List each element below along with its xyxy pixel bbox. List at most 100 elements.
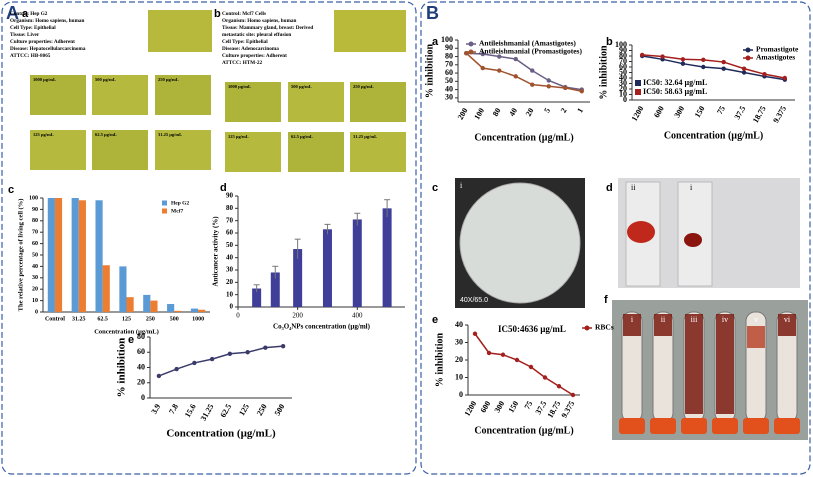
point [497, 68, 502, 73]
y-tick-label: 0 [623, 95, 627, 104]
legend-marker [468, 41, 474, 47]
legend-marker [745, 55, 751, 61]
x-axis-label: Concentration (µg/mL) [664, 130, 763, 141]
y-tick-label: 40 [32, 264, 38, 270]
y-tick-label: 60 [32, 241, 38, 247]
point [570, 392, 576, 398]
y-tick-label: 20 [226, 278, 234, 286]
legend-marker [745, 47, 751, 53]
point [762, 71, 767, 77]
info-line: Culture properties: Adherent [10, 39, 75, 45]
legend-label: Promastigote [756, 45, 799, 54]
x-tick-label: 18.75 [546, 399, 563, 419]
info-line: Culture properties: Adherent [222, 53, 287, 59]
well-image [225, 132, 281, 172]
bar [252, 288, 262, 307]
point [660, 54, 665, 59]
point [472, 331, 478, 336]
y-tick-label: 0 [459, 390, 463, 399]
legend-label: Hep G2 [171, 200, 189, 206]
x-tick-label: 75 [715, 104, 727, 115]
well-label: 500 µg/mL [95, 77, 116, 82]
well-label: 62.5 µg/mL [291, 134, 313, 139]
tube-label: iii [691, 315, 698, 324]
point [680, 57, 686, 62]
bar [293, 249, 303, 307]
bar [322, 229, 332, 307]
info-line: Organism: Homo sapiens, human [222, 18, 296, 24]
y-tick-label: 100 [441, 35, 453, 44]
well-image [92, 75, 148, 115]
point [528, 364, 534, 370]
point [480, 51, 485, 57]
y-tick-label: 80 [32, 218, 38, 224]
y-tick-label: 90 [445, 43, 453, 52]
bar [143, 294, 151, 312]
x-tick-label: 150 [693, 104, 707, 119]
point [680, 61, 686, 66]
y-axis-label: Anticancer activity (%) [212, 216, 220, 287]
point [639, 52, 645, 58]
y-tick-label: 70 [445, 60, 453, 69]
info-line: Control: Hep G2 [10, 11, 48, 17]
tube-label: ii [661, 315, 666, 324]
x-tick-label: 9.375 [560, 399, 577, 419]
point [530, 82, 535, 87]
tube-cap [681, 418, 707, 434]
x-tick-label: 62.5 [97, 316, 108, 322]
x-tick-label: 500 [170, 316, 179, 322]
point [546, 78, 551, 83]
blood-drop [684, 233, 702, 247]
y-tick-label: 60 [445, 68, 453, 77]
x-tick-label: 200 [292, 312, 303, 320]
x-tick-label: 125 [237, 402, 251, 417]
x-tick-label: 1 [575, 106, 585, 114]
well-label: 125 µg/mL [228, 134, 249, 139]
well-label: 62.5 µg/mL [95, 132, 117, 137]
well-label: 250 µg/mL [353, 84, 374, 89]
line [642, 54, 785, 79]
point [741, 66, 747, 71]
tube-label: i [631, 315, 634, 324]
x-tick-label: 600 [652, 104, 666, 119]
panel-letter: d [220, 182, 227, 194]
line [474, 333, 574, 396]
bar [54, 198, 63, 312]
y-tick-label: 60 [226, 229, 234, 237]
tube-cap [712, 418, 738, 434]
bar [270, 272, 280, 307]
y-tick-label: 30 [32, 275, 38, 281]
point [280, 343, 286, 349]
well-image [155, 130, 211, 170]
x-tick-label: 1200 [463, 399, 479, 417]
x-tick-label: 5 [542, 106, 552, 114]
y-tick-label: 80 [226, 204, 234, 212]
well-image [288, 82, 344, 122]
line [465, 52, 582, 92]
well-image [225, 82, 281, 122]
panel-letter: a [432, 36, 439, 48]
tube-label: v [754, 315, 758, 324]
well-image [350, 132, 406, 172]
y-tick-label: 100 [615, 40, 627, 49]
point [782, 75, 788, 81]
x-axis-label: Concentration (µg/mL) [166, 428, 276, 440]
point [156, 373, 162, 379]
legend-marker [584, 325, 590, 331]
x-tick-label: 37.5 [733, 104, 748, 121]
well-image [30, 130, 86, 170]
bar [119, 266, 127, 312]
tube-cap [774, 418, 800, 434]
y-tick-label: 60 [619, 62, 627, 71]
tube-blood [747, 326, 765, 348]
point [174, 366, 179, 372]
well-label: 125 µg/mL [33, 132, 54, 137]
image-label: ii [631, 183, 636, 192]
x-tick-label: 18.75 [751, 104, 768, 124]
x-tick-label: 9.375 [771, 104, 788, 124]
bar [382, 208, 392, 307]
y-tick-label: 40 [455, 320, 463, 329]
bar [174, 310, 182, 312]
x-axis-label: Concentration (µg/mL) [474, 132, 573, 143]
x-tick-label: 250 [255, 402, 269, 417]
